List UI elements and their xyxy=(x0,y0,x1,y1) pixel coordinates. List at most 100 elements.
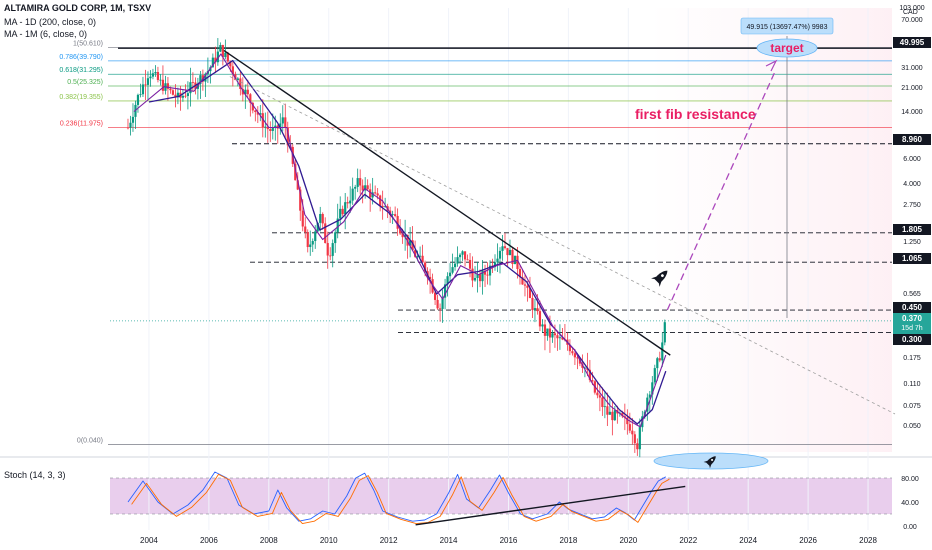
candle-body xyxy=(516,255,519,269)
y-tick-label: 2.750 xyxy=(903,202,921,209)
candle-body xyxy=(636,443,639,450)
x-tick-label: 2016 xyxy=(500,536,518,545)
candle-body xyxy=(314,231,317,241)
measure-box xyxy=(740,17,834,35)
candle-body xyxy=(561,337,564,340)
candle-body xyxy=(126,127,130,129)
candle-body xyxy=(633,434,636,444)
candle-body xyxy=(611,411,614,421)
candle-body xyxy=(229,61,232,67)
price-tag-1805: 1.805 xyxy=(893,224,931,235)
candle-body xyxy=(139,94,142,96)
fib-level-label: 0(0.040) xyxy=(77,438,103,445)
fib-level-label: 0.786(39.790) xyxy=(59,54,103,61)
candle-body xyxy=(281,117,284,124)
last-price-value: 0.370 xyxy=(901,314,923,323)
stoch-band xyxy=(110,478,892,514)
candle-body xyxy=(346,202,349,204)
candle-body xyxy=(284,117,287,128)
candle-body xyxy=(521,277,524,285)
candle-body xyxy=(306,232,309,248)
candle-body xyxy=(423,262,427,272)
candle-body xyxy=(548,328,552,338)
stoch-trendline xyxy=(415,485,686,526)
candle-body xyxy=(651,382,654,395)
candle-body xyxy=(461,251,464,255)
rocket-body xyxy=(706,456,716,466)
fib-level-label: 1(50.610) xyxy=(73,41,103,48)
candle-body xyxy=(556,335,559,339)
candle-body xyxy=(384,206,387,208)
candle-body xyxy=(216,51,219,63)
x-tick-label: 2024 xyxy=(739,536,757,545)
candle-body xyxy=(446,276,449,285)
rocket-window xyxy=(661,274,664,277)
candle-body xyxy=(271,127,274,131)
candle-body xyxy=(628,424,631,431)
y-tick-label: 0.565 xyxy=(903,291,921,298)
stoch-tick-label: 40.00 xyxy=(901,500,919,507)
candle-body xyxy=(438,308,442,310)
candle-body xyxy=(551,333,554,338)
y-tick-label: 0.175 xyxy=(903,355,921,362)
target-ellipse[interactable] xyxy=(756,38,818,58)
candle-body xyxy=(236,78,239,81)
candle-body xyxy=(329,255,332,257)
ma-200d-label[interactable]: MA - 1D (200, close, 0) xyxy=(4,17,97,27)
candle-body xyxy=(364,185,367,191)
candle-body xyxy=(511,249,514,265)
candle-body xyxy=(638,427,641,450)
y-tick-label: 21.000 xyxy=(901,85,923,92)
candle-body xyxy=(466,259,469,261)
candle-body xyxy=(324,223,327,244)
candle-body xyxy=(279,123,282,129)
candle-body xyxy=(476,274,479,278)
ma-6m-label[interactable]: MA - 1M (6, close, 0) xyxy=(4,29,88,39)
x-tick-label: 2026 xyxy=(799,536,817,545)
candle-body xyxy=(526,285,529,288)
candle-body xyxy=(359,178,362,186)
measure-label: 49.915 (13697.47%) 9983 xyxy=(747,24,828,31)
candle-body xyxy=(443,284,447,298)
candle-body xyxy=(371,192,374,198)
candle-body xyxy=(381,205,384,208)
candle-body xyxy=(428,276,432,280)
candle-body xyxy=(661,342,664,361)
candle-body xyxy=(186,93,190,97)
candle-body xyxy=(433,292,437,300)
candle-body xyxy=(631,430,634,435)
candle-body xyxy=(399,228,402,234)
fib-level-label: 0.5(25.325) xyxy=(67,79,103,86)
candle-body xyxy=(149,76,152,79)
candle-body xyxy=(488,265,492,276)
candle-body xyxy=(451,267,454,273)
candle-body xyxy=(391,214,394,215)
candle-body xyxy=(573,353,577,358)
candle-body xyxy=(436,299,439,309)
candle-body xyxy=(541,324,544,327)
candle-body xyxy=(376,193,379,196)
candle-body xyxy=(354,186,357,189)
fib-level-label: 0.236(11.975) xyxy=(60,121,103,128)
stoch-label[interactable]: Stoch (14, 3, 3) xyxy=(4,470,66,480)
stoch-tick-label: 80.00 xyxy=(901,476,919,483)
candle-body xyxy=(571,351,574,354)
candle-body xyxy=(626,417,629,425)
y-tick-label: 1.250 xyxy=(903,239,921,246)
candle-body xyxy=(259,113,262,115)
y-tick-label: 0.050 xyxy=(903,423,921,430)
candle-body xyxy=(656,358,659,369)
candle-body xyxy=(468,259,472,269)
candle-body xyxy=(144,84,147,86)
candle-body xyxy=(558,337,562,339)
candle-body xyxy=(513,255,517,265)
candle-body xyxy=(658,358,661,361)
candle-body xyxy=(613,410,616,421)
symbol-title[interactable]: ALTAMIRA GOLD CORP, 1M, TSXV xyxy=(4,3,152,13)
stoch-d-line xyxy=(131,473,670,525)
candle-body xyxy=(181,95,185,98)
candle-body xyxy=(224,52,227,58)
candle-body xyxy=(506,248,509,256)
candle-body xyxy=(159,79,162,81)
